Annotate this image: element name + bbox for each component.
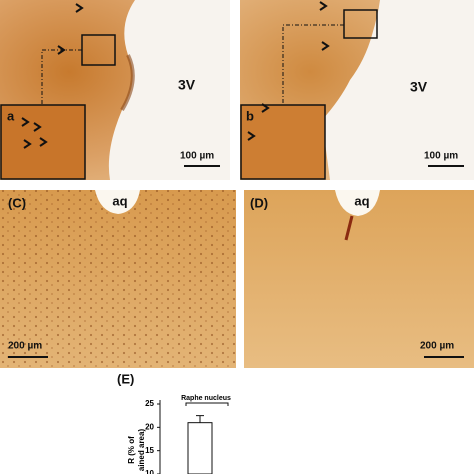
y-tick-label: 25 xyxy=(145,399,154,408)
y-tick-label: 15 xyxy=(145,446,154,455)
ventricle-label: 3V xyxy=(410,79,428,95)
panel-a: 3V a 100 µm xyxy=(0,0,230,180)
ventricle-label: 3V xyxy=(178,77,196,93)
inset xyxy=(0,104,86,180)
scale-label: 100 µm xyxy=(424,151,458,162)
aqueduct-label: aq xyxy=(354,193,369,208)
aqueduct-label: aq xyxy=(112,193,127,208)
inset xyxy=(240,104,326,180)
bar xyxy=(187,422,213,474)
micrograph xyxy=(244,190,474,368)
error-bar xyxy=(196,415,204,423)
ventricle xyxy=(108,0,230,180)
panel-d: (D) aq 200 µm xyxy=(244,190,474,368)
scale-label: 200 µm xyxy=(420,341,454,352)
y-axis-label: ained area) xyxy=(137,429,146,472)
inset-label: a xyxy=(7,108,15,123)
panel-label: (C) xyxy=(8,195,26,210)
panel-c: (C) aq 200 µm xyxy=(0,190,236,368)
y-axis-label: R (% of xyxy=(127,436,136,464)
scale-label: 200 µm xyxy=(8,341,42,352)
panel-label: (D) xyxy=(250,195,268,210)
y-tick-label: 10 xyxy=(145,469,154,474)
ventricle xyxy=(322,0,474,180)
y-tick-label: 20 xyxy=(145,422,154,431)
bracket-label: Raphe nucleus xyxy=(181,395,231,402)
panel-label: (E) xyxy=(117,371,134,386)
panel-b: 3V b 100 µm xyxy=(240,0,474,180)
bar-chart: (E) Raphe nucleus R (% of ained area) 10… xyxy=(117,371,231,474)
scale-label: 100 µm xyxy=(180,151,214,162)
roi-box xyxy=(343,9,378,39)
inset-label: b xyxy=(246,108,254,123)
